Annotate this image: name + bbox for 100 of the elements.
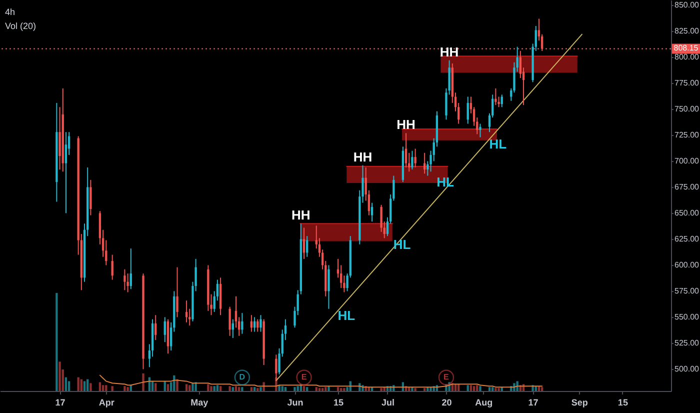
bar [296, 386, 299, 391]
bar [492, 387, 494, 391]
annotation: HH [396, 117, 416, 132]
x-tick-label: Sep [571, 398, 588, 408]
bar [414, 388, 416, 391]
bar [105, 385, 108, 391]
bar [188, 385, 191, 391]
bar [318, 388, 321, 391]
bar [423, 388, 426, 391]
bar [86, 379, 89, 391]
bar [68, 381, 70, 391]
candlestick [58, 106, 61, 170]
x-tick-label: 17 [528, 398, 538, 408]
bar [306, 387, 308, 391]
bar [176, 379, 178, 391]
bar [80, 379, 82, 391]
x-tick-label: Apr [98, 398, 115, 408]
candlestick [404, 132, 408, 168]
y-tick-label: 525.00 [674, 338, 700, 348]
y-tick-label: 625.00 [674, 234, 700, 244]
candlestick [370, 202, 374, 222]
y-tick-label: 700.00 [674, 156, 700, 166]
bar [324, 387, 327, 391]
bar [256, 388, 259, 391]
bar [336, 387, 340, 391]
bar [250, 387, 253, 391]
bar [343, 388, 346, 391]
bar [126, 387, 129, 391]
bar [498, 388, 500, 391]
annotation: HH [440, 44, 459, 60]
bar [232, 387, 234, 391]
bar [98, 382, 102, 391]
x-tick-label: 20 [442, 398, 452, 408]
x-tick-label: Jun [287, 398, 304, 408]
y-tick-label: 750.00 [674, 104, 700, 114]
bar [207, 384, 210, 391]
bar [466, 385, 469, 391]
bar [83, 381, 86, 391]
bar [494, 388, 497, 391]
annotation: HL [338, 308, 356, 323]
text: 4h [5, 7, 16, 17]
y-tick-label: 650.00 [674, 208, 700, 218]
candlestick [241, 312, 244, 334]
bar [90, 383, 92, 391]
candlestick [176, 266, 178, 318]
bar [380, 388, 382, 391]
candlestick [302, 227, 306, 260]
x-tick-label: 15 [618, 398, 628, 408]
bar [58, 362, 61, 391]
bar [479, 386, 482, 391]
annotation: HL [393, 237, 411, 252]
data-label: E [444, 372, 450, 382]
x-tick-label: Aug [475, 398, 493, 408]
candlestick [260, 314, 262, 332]
candlestick [500, 94, 503, 108]
candlestick [411, 150, 414, 170]
candlestick [414, 148, 416, 168]
candlestick [154, 314, 157, 341]
data-label: D [239, 372, 246, 382]
bar [321, 388, 324, 391]
bar [488, 387, 491, 391]
bar [185, 384, 188, 391]
bar [540, 387, 544, 391]
bar [213, 386, 216, 391]
y-tick-label: 725.00 [674, 130, 700, 140]
annotation: HL [489, 136, 507, 152]
candlestick [164, 316, 166, 343]
y-tick-label: 800.00 [674, 52, 700, 62]
candlestick [124, 268, 126, 291]
bar [260, 387, 262, 391]
bar [142, 373, 144, 391]
bar [241, 387, 244, 391]
bar [228, 386, 231, 391]
annotation: HH [353, 149, 372, 164]
y-tick-label: 775.00 [674, 78, 700, 88]
bar [340, 388, 342, 391]
bar [238, 387, 240, 391]
candlestick [64, 132, 68, 214]
candlestick [328, 264, 330, 310]
x-tick-label: 15 [334, 398, 344, 408]
x-tick-label: 17 [55, 398, 66, 408]
candlestick [126, 272, 129, 293]
bar [64, 377, 68, 391]
data-label: E [301, 372, 308, 382]
bar [294, 387, 296, 391]
x-tick-label: Jul [381, 398, 394, 408]
candlestick [130, 248, 132, 290]
bar [281, 386, 284, 391]
bar [56, 293, 58, 391]
y-tick-label: 500.00 [674, 364, 700, 374]
text: Vol (20) [5, 21, 36, 31]
bar [516, 381, 518, 391]
y-tick-label: 575.00 [674, 286, 700, 296]
bar [470, 385, 472, 391]
bar [219, 386, 222, 391]
bar [476, 385, 478, 391]
bar [472, 386, 476, 391]
bar [102, 385, 104, 391]
bar [192, 383, 194, 391]
y-tick-label: 850.00 [674, 0, 700, 10]
